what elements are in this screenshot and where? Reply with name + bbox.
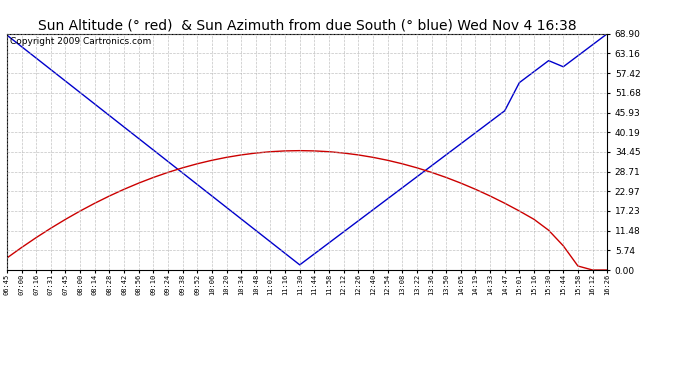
Title: Sun Altitude (° red)  & Sun Azimuth from due South (° blue) Wed Nov 4 16:38: Sun Altitude (° red) & Sun Azimuth from …	[38, 19, 576, 33]
Text: Copyright 2009 Cartronics.com: Copyright 2009 Cartronics.com	[10, 37, 151, 46]
